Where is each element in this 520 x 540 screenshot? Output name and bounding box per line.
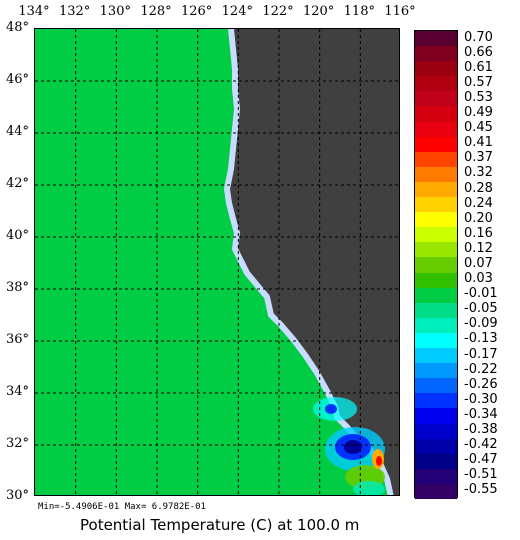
colorbar-cell [415,136,457,153]
colorbar-label: -0.17 [464,346,498,362]
longitude-label: 126° [180,4,213,19]
colorbar-label: 0.61 [464,59,493,75]
colorbar-cell [415,257,457,274]
colorbar-label: -0.30 [464,391,498,407]
colorbar-cell [415,31,457,47]
graticule [35,29,399,495]
longitude-label: 118° [343,4,375,19]
colorbar-label: 0.16 [464,225,493,241]
colorbar-label: -0.42 [464,437,498,453]
colorbar-cell [415,197,457,213]
colorbar-label: 0.57 [464,74,493,90]
colorbar-cell [415,408,457,424]
longitude-label: 120° [302,4,335,19]
colorbar-label: -0.26 [464,376,498,392]
colorbar-label: 0.12 [464,240,493,256]
colorbar-cell [415,438,457,455]
colorbar-label: 0.28 [464,180,493,196]
longitude-label: 124° [221,4,253,19]
colorbar-cell [415,378,457,394]
colorbar-label: 0.53 [464,89,493,105]
colorbar-cell [415,468,457,485]
colorbar-cell [415,61,457,77]
colorbar-cell [415,423,457,440]
colorbar-label: 0.03 [464,271,493,287]
latitude-label: 32° [6,436,30,451]
colorbar-cell [415,212,457,228]
temperature-anomalies [313,397,385,495]
colorbar-label: 0.66 [464,44,493,60]
colorbar-label: -0.55 [464,482,498,498]
colorbar-cell [415,151,457,168]
map-plot[interactable] [34,28,400,496]
longitude-label: 116° [384,4,416,19]
colorbar-label: 0.49 [464,105,493,121]
colorbar-cell [415,393,457,409]
colorbar-label: -0.13 [464,331,498,347]
colorbar-cell [415,106,457,123]
colorbar-label: -0.34 [464,406,498,422]
colorbar-cell [415,272,457,289]
map-caption: Potential Temperature (C) at 100.0 m [80,516,360,534]
latitude-label: 38° [6,280,30,295]
colorbar-cell [415,332,457,349]
colorbar-label: -0.09 [464,316,498,332]
colorbar-label: -0.47 [464,452,498,468]
colorbar-cell [415,242,457,258]
colorbar-label: -0.51 [464,467,498,483]
colorbar-label: 0.32 [464,165,493,181]
colorbar-cell [415,76,457,92]
colorbar-label: 0.20 [464,210,493,226]
map-canvas [35,29,399,495]
colorbar-cell [415,317,457,334]
colorbar-label: -0.22 [464,361,498,377]
coastal-fringe [223,29,394,495]
colorbar-cell [415,287,457,304]
colorbar [414,30,458,500]
colorbar-cell [415,121,457,138]
colorbar-cell [415,483,457,500]
colorbar-cell [415,91,457,107]
colorbar-label: 0.41 [464,135,493,151]
colorbar-cell [415,348,457,364]
colorbar-cell [415,363,457,379]
colorbar-label: 0.24 [464,195,493,211]
colorbar-cell [415,227,457,243]
longitude-label: 122° [262,4,294,19]
colorbar-label: -0.38 [464,422,498,438]
colorbar-cell [415,302,457,319]
min-max-stats: Min=-5.4906E-01 Max= 6.9782E-01 [38,502,206,512]
colorbar-cell [415,453,457,470]
colorbar-label: -0.05 [464,301,498,317]
longitude-label: 128° [140,4,172,19]
longitude-label: 134° [18,4,50,19]
latitude-label: 40° [6,228,30,243]
colorbar-label: 0.45 [464,120,493,136]
latitude-label: 48° [6,20,30,35]
colorbar-label: 0.07 [464,256,493,271]
colorbar-cell [415,181,457,198]
latitude-label: 36° [6,332,30,347]
colorbar-cell [415,46,457,62]
colorbar-cell [415,166,457,183]
colorbar-label: -0.01 [464,286,498,302]
land-mass [227,29,399,495]
latitude-label: 34° [6,384,30,399]
colorbar-label: 0.37 [464,150,493,166]
latitude-label: 46° [6,72,30,87]
longitude-label: 132° [58,4,91,19]
latitude-label: 42° [6,176,30,191]
colorbar-label: 0.70 [464,29,493,45]
latitude-label: 30° [6,488,30,503]
latitude-label: 44° [6,124,30,139]
longitude-label: 130° [99,4,131,19]
